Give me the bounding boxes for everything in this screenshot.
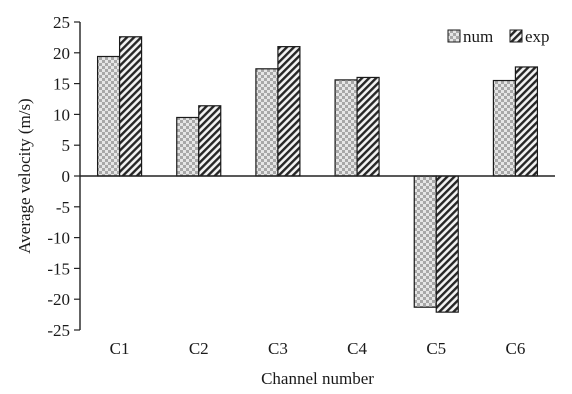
y-tick-label: -20	[47, 290, 70, 309]
bar-exp-C5	[435, 175, 459, 313]
bar-num-C1	[96, 55, 121, 177]
x-tick-label: C2	[189, 339, 209, 358]
legend-label-exp: exp	[525, 27, 550, 46]
y-ticks: 25 20 15 10 5 0 -5 -10 -15 -20 -25	[47, 13, 80, 340]
x-tick-label: C3	[268, 339, 288, 358]
x-ticks: C1 C2 C3 C4 C5 C6	[110, 339, 526, 358]
y-tick-label: -5	[56, 198, 70, 217]
legend-swatch-exp	[509, 29, 523, 43]
bar-num-C3	[255, 68, 279, 177]
legend-swatch-num	[447, 29, 461, 43]
x-tick-label: C6	[505, 339, 525, 358]
axes-layer	[79, 22, 555, 330]
y-tick-label: 5	[62, 136, 71, 155]
bar-num-C5	[413, 175, 437, 308]
bar-exp-C6	[514, 66, 539, 177]
bar-exp-C2	[198, 105, 222, 177]
bar-num-C2	[176, 116, 200, 177]
bar-exp-C1	[118, 36, 143, 177]
y-axis-title: Average velocity (m/s)	[15, 98, 34, 253]
bar-exp-C3	[277, 46, 301, 177]
bar-exp-C4	[356, 76, 380, 177]
legend-label-num: num	[463, 27, 493, 46]
y-tick-label: 25	[53, 13, 70, 32]
y-tick-label: -25	[47, 321, 70, 340]
x-tick-label: C4	[347, 339, 367, 358]
y-tick-label: -15	[47, 259, 70, 278]
bars-layer	[96, 36, 539, 313]
y-tick-label: -10	[47, 229, 70, 248]
bar-num-C4	[334, 79, 358, 177]
y-tick-label: 15	[53, 75, 70, 94]
y-tick-label: 20	[53, 44, 70, 63]
x-axis-title: Channel number	[261, 369, 374, 388]
bar-num-C6	[492, 79, 517, 177]
legend: num exp	[447, 27, 550, 46]
x-tick-label: C1	[110, 339, 130, 358]
y-tick-label: 0	[62, 167, 71, 186]
y-tick-label: 10	[53, 105, 70, 124]
x-tick-label: C5	[426, 339, 446, 358]
